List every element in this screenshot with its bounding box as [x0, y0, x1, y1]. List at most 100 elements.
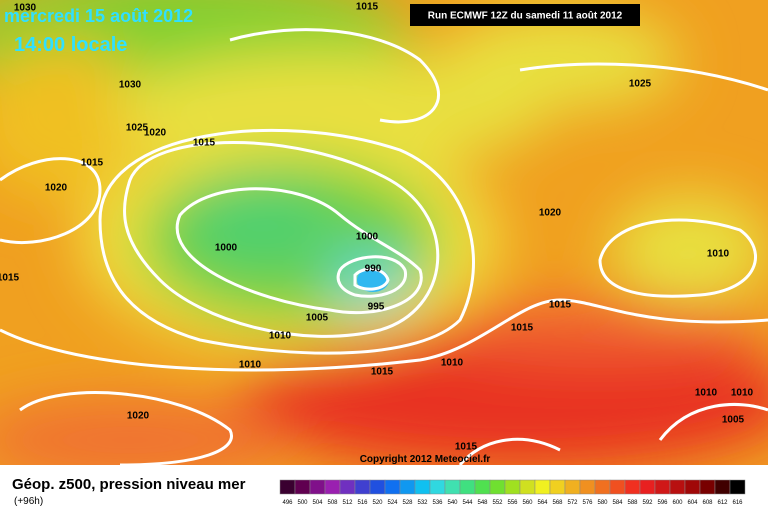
scale-swatch [654, 479, 671, 495]
isobar-label: 1015 [549, 300, 572, 311]
scale-swatch [339, 479, 356, 495]
scale-swatch [519, 479, 536, 495]
scale-label: 508 [327, 500, 338, 506]
footer-title: Géop. z500, pression niveau mer [12, 476, 246, 493]
footer-lead: (+96h) [14, 496, 43, 507]
scale-swatch [579, 479, 596, 495]
scale-label: 596 [657, 500, 668, 506]
isobar-label: 1000 [215, 243, 238, 254]
scale-label: 504 [312, 500, 323, 506]
scale-swatch [324, 479, 341, 495]
scale-label: 572 [567, 500, 578, 506]
scale-swatch [534, 479, 551, 495]
isobar-label: 1010 [695, 388, 718, 399]
scale-label: 536 [432, 500, 443, 506]
scale-swatch [474, 479, 491, 495]
scale-swatch [444, 479, 461, 495]
isobar-label: 1015 [356, 2, 379, 13]
scale-label: 520 [372, 500, 383, 506]
isobar-label: 1010 [239, 360, 262, 371]
scale-swatch [294, 479, 311, 495]
scale-swatch [609, 479, 626, 495]
scale-label: 512 [342, 500, 353, 506]
scale-swatch [594, 479, 611, 495]
date: mercredi 15 août 2012 [4, 6, 193, 26]
scale-swatch [714, 479, 731, 495]
scale-swatch [414, 479, 431, 495]
scale-label: 612 [717, 500, 728, 506]
isobar-label: 1020 [539, 208, 562, 219]
isobar-label: 1030 [119, 80, 142, 91]
scale-label: 608 [702, 500, 713, 506]
scale-label: 616 [732, 500, 743, 506]
isobar-label: 1010 [441, 358, 464, 369]
isobar-label: 1025 [629, 79, 652, 90]
isobar-label: 1015 [455, 442, 478, 453]
isobar-label: 1005 [306, 313, 329, 324]
scale-label: 600 [672, 500, 683, 506]
scale-label: 532 [417, 500, 428, 506]
isobar-labels: 1030101510301025102010151015102010151000… [0, 2, 754, 453]
scale-label: 592 [642, 500, 653, 506]
scale-swatch [459, 479, 476, 495]
scale-label: 540 [447, 500, 458, 506]
scale-label: 556 [507, 500, 518, 506]
copyright: Copyright 2012 Meteociel.fr [360, 454, 491, 465]
scale-swatch [489, 479, 506, 495]
scale-label: 584 [612, 500, 623, 506]
scale-label: 552 [492, 500, 503, 506]
isobar-label: 1020 [144, 128, 167, 139]
scale-swatch [354, 479, 371, 495]
isobar-label: 1015 [81, 158, 104, 169]
isobar-label: 1010 [269, 331, 292, 342]
isobar-label: 1020 [127, 411, 150, 422]
scale-label: 580 [597, 500, 608, 506]
isobar-label: 1015 [511, 323, 534, 334]
scale-swatch [384, 479, 401, 495]
scale-label: 560 [522, 500, 533, 506]
scale-label: 496 [282, 500, 293, 506]
scale-label: 568 [552, 500, 563, 506]
scale-swatch [669, 479, 686, 495]
isobar-label: 1015 [193, 138, 216, 149]
scale-label: 544 [462, 500, 473, 506]
isobar-label: 1015 [0, 273, 20, 284]
scale-swatch [309, 479, 326, 495]
isobar-label: 1005 [722, 415, 745, 426]
isobar-label: 1010 [707, 249, 730, 260]
scale-label: 528 [402, 500, 413, 506]
isobar-label: 1020 [45, 183, 68, 194]
isobars [0, 28, 768, 467]
isobar-label: 1015 [371, 367, 394, 378]
scale-swatch [699, 479, 716, 495]
scale-swatch [639, 479, 656, 495]
isobar-label: 995 [368, 302, 385, 313]
scale-swatch [399, 479, 416, 495]
scale-swatch [429, 479, 446, 495]
field [0, 0, 768, 480]
scale-label: 588 [627, 500, 638, 506]
scale-swatch [684, 479, 701, 495]
scale-swatch [564, 479, 581, 495]
time: 14:00 locale [14, 34, 127, 56]
scale-label: 548 [477, 500, 488, 506]
scale-label: 524 [387, 500, 398, 506]
scale-label: 564 [537, 500, 548, 506]
run-box [410, 4, 640, 26]
scale-swatch [504, 479, 521, 495]
scale-swatch [729, 479, 746, 495]
color-scale: 496 500 504 508 512 516 520 524 528 532 536 540 544 5… [279, 479, 746, 506]
isobar-label: 1000 [356, 232, 379, 243]
scale-label: 516 [357, 500, 368, 506]
scale-swatch [369, 479, 386, 495]
scale-swatch [549, 479, 566, 495]
isobar-label: 990 [365, 264, 382, 275]
isobar-label: 1010 [731, 388, 754, 399]
scale-swatch [279, 479, 296, 495]
scale-label: 604 [687, 500, 698, 506]
scale-label: 576 [582, 500, 593, 506]
isobar-label: 1025 [126, 123, 149, 134]
run-label: Run ECMWF 12Z du samedi 11 août 2012 [428, 11, 623, 22]
